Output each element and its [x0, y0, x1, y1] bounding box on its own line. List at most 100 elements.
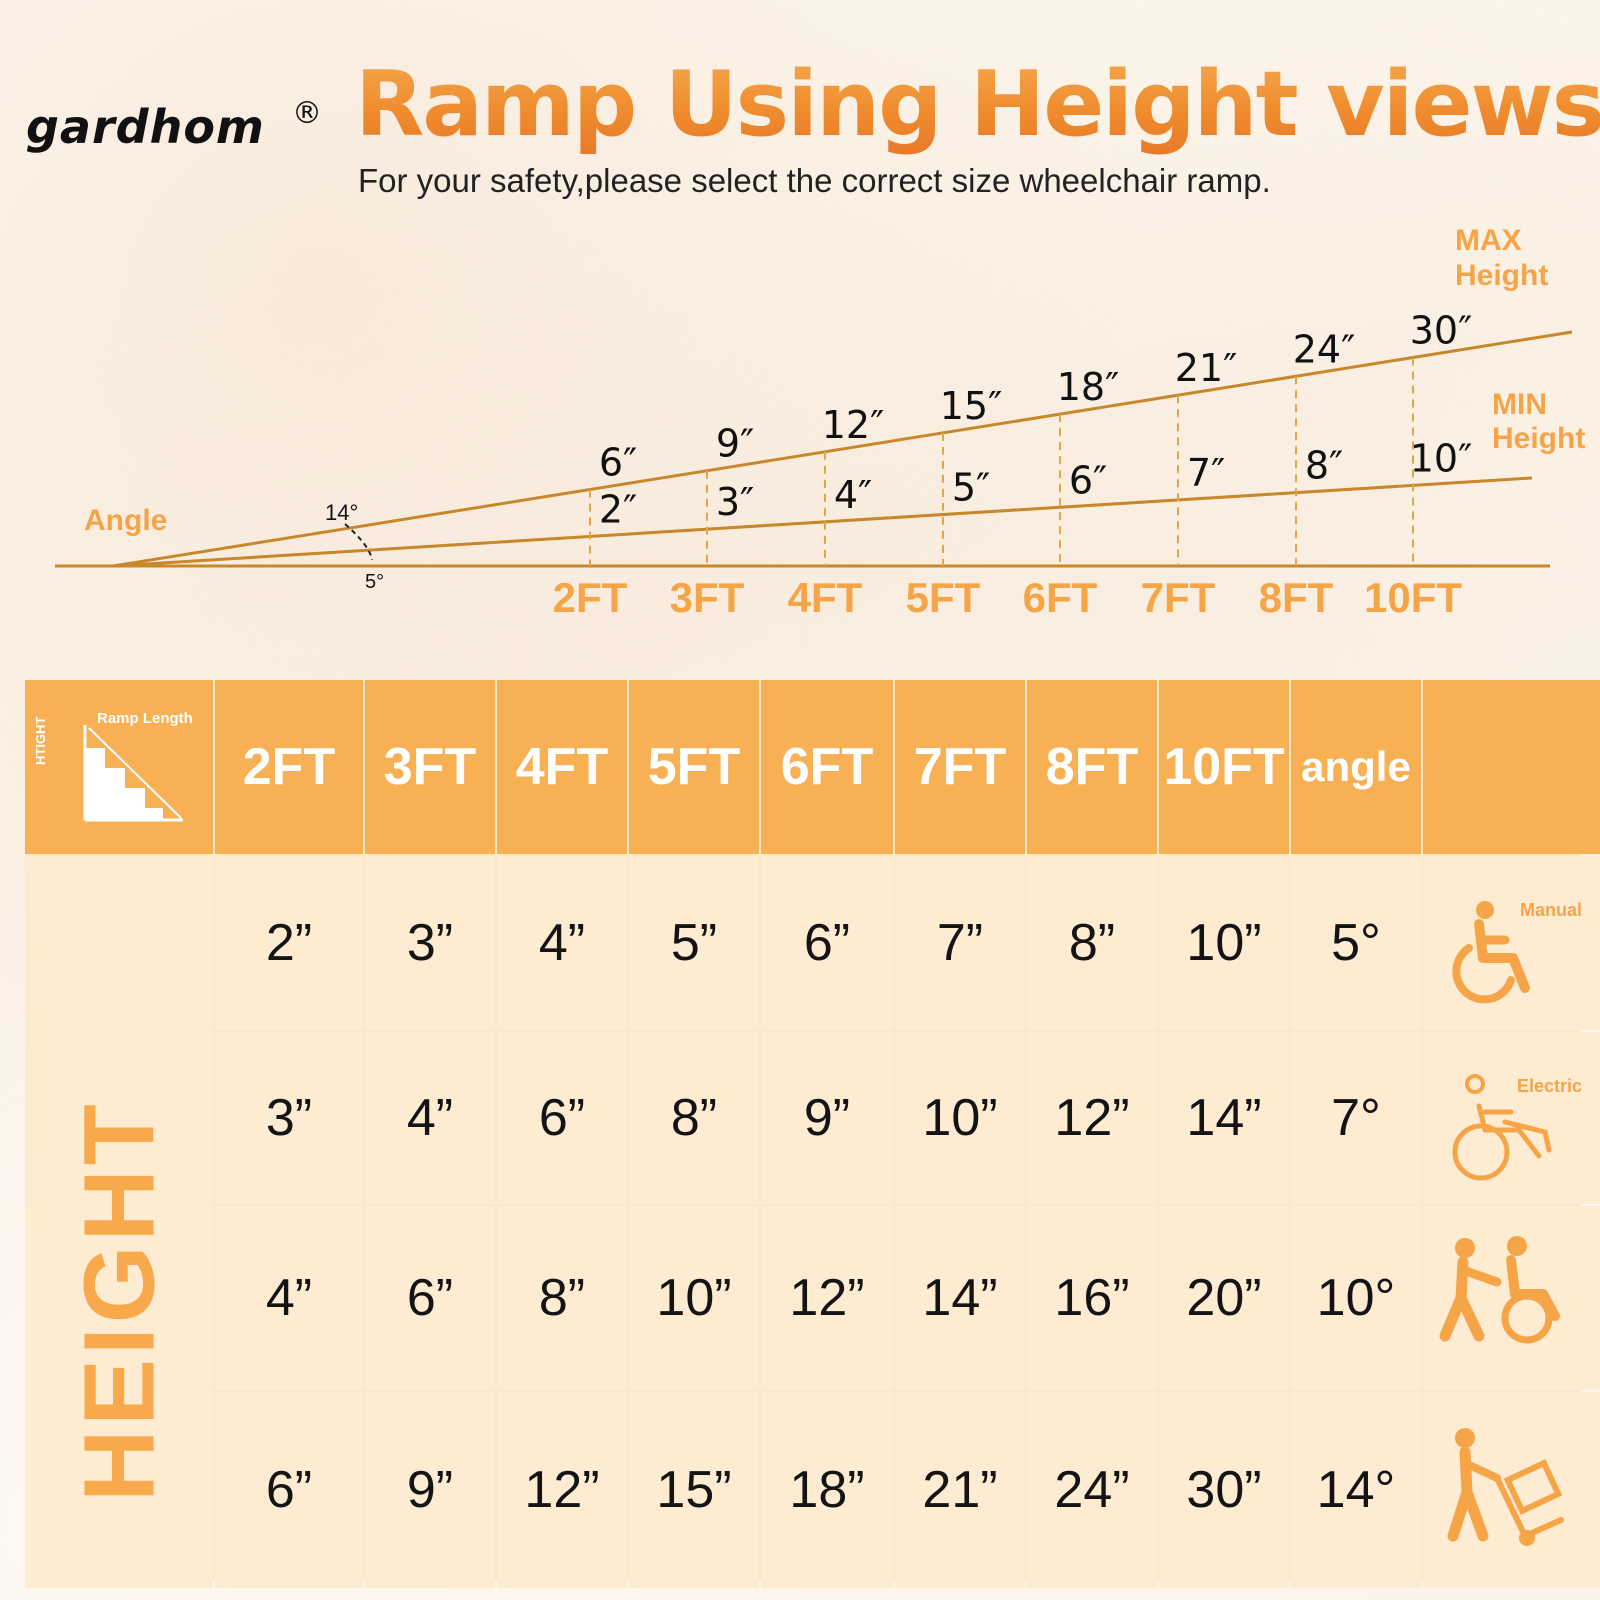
min-height-label: 4″: [834, 473, 872, 517]
table-cell: 10”: [1159, 856, 1289, 1030]
angle-min-label: 5°: [365, 571, 384, 593]
angle-cell: 14°: [1291, 1392, 1421, 1588]
table-cell: 4”: [215, 1206, 363, 1390]
table-cell: 24”: [1027, 1392, 1157, 1588]
brand-logo: gardhom: [26, 100, 265, 154]
table-cell: 12”: [497, 1392, 627, 1588]
table-cell: 30”: [1159, 1392, 1289, 1588]
angle-cell: 5°: [1291, 856, 1421, 1030]
electric-wheelchair-cell: Electric: [1423, 1032, 1600, 1204]
x-tick-label: 3FT: [670, 574, 745, 621]
max-height-label: 15″: [940, 384, 1003, 428]
height-side-label-cell: HEIGHT: [25, 856, 213, 1588]
electric-wheelchair-icon: [1452, 1074, 1552, 1181]
hand-truck-icon: [1447, 1428, 1564, 1546]
table-cell: 6”: [215, 1392, 363, 1588]
table-cell: 3”: [215, 1032, 363, 1204]
table-cell: 16”: [1027, 1206, 1157, 1390]
x-tick-label: 6FT: [1023, 574, 1098, 621]
page-subtitle: For your safety,please select the correc…: [358, 162, 1271, 199]
column-header-4ft: 4FT: [497, 680, 627, 854]
row-tag-electric: Electric: [1516, 1076, 1582, 1096]
table-cell: 15”: [629, 1392, 759, 1588]
max-height-label: 24″: [1293, 327, 1356, 371]
angle-cell: 10°: [1291, 1206, 1421, 1390]
max-label-line1: MAX: [1455, 224, 1522, 257]
table-cell: 8”: [497, 1206, 627, 1390]
angle-cell: 7°: [1291, 1032, 1421, 1204]
table-cell: 7”: [895, 856, 1025, 1030]
angle-arc: [344, 523, 373, 561]
column-header-3ft: 3FT: [365, 680, 495, 854]
x-tick-label: 5FT: [906, 574, 981, 621]
angle-max-label: 14°: [325, 500, 358, 525]
angle-title: Angle: [84, 504, 167, 537]
table-cell: 12”: [1027, 1032, 1157, 1204]
max-height-label: 9″: [716, 422, 754, 466]
table-cell: 3”: [365, 856, 495, 1030]
min-height-label: 8″: [1305, 444, 1343, 488]
table-cell: 4”: [497, 856, 627, 1030]
registered-mark: ®: [292, 96, 322, 131]
page-title: Ramp Using Height views: [355, 52, 1600, 157]
column-header-8ft: 8FT: [1027, 680, 1157, 854]
manual-wheelchair-cell: Manual: [1423, 856, 1600, 1030]
table-cell: 14”: [1159, 1032, 1289, 1204]
ramp-height-chart: 14°5°AngleMAXHeightMINHeight2FT6″2″3FT9″…: [55, 224, 1585, 621]
table-cell: 18”: [761, 1392, 893, 1588]
x-tick-label: 4FT: [788, 574, 863, 621]
table-cell: 10”: [629, 1206, 759, 1390]
column-header-7ft: 7FT: [895, 680, 1025, 854]
table-cell: 9”: [365, 1392, 495, 1588]
max-height-label: 12″: [822, 403, 885, 447]
ramp-size-table: Ramp Length HTIGHT 2FT 3FT 4FT 5FT 6FT 7…: [25, 680, 1600, 1588]
height-side-label: HEIGHT: [63, 1100, 176, 1502]
min-label-line2: Height: [1492, 422, 1585, 455]
table-cell: 8”: [1027, 856, 1157, 1030]
min-height-label: 3″: [716, 480, 754, 524]
table-cell: 6”: [497, 1032, 627, 1204]
max-height-label: 6″: [599, 440, 637, 484]
x-tick-label: 10FT: [1364, 574, 1462, 621]
max-height-label: 18″: [1057, 365, 1120, 409]
max-height-label: 21″: [1175, 346, 1238, 390]
table-cell: 6”: [761, 856, 893, 1030]
corner-height-label: HTIGHT: [33, 716, 48, 765]
assisted-wheelchair-icon: [1439, 1236, 1560, 1344]
column-header-5ft: 5FT: [629, 680, 759, 854]
min-height-label: 2″: [599, 487, 637, 531]
stairs-icon: [83, 725, 183, 822]
table-cell: 9”: [761, 1032, 893, 1204]
min-height-label: 7″: [1187, 451, 1225, 495]
column-header-6ft: 6FT: [761, 680, 893, 854]
table-cell: 6”: [365, 1206, 495, 1390]
table-cell: 8”: [629, 1032, 759, 1204]
min-height-label: 10″: [1410, 436, 1473, 480]
x-tick-label: 8FT: [1259, 574, 1334, 621]
hand-truck-cell: [1423, 1392, 1600, 1588]
ramp-length-label: Ramp Length: [97, 710, 193, 727]
assisted-wheelchair-cell: [1423, 1206, 1600, 1390]
table-cell: 10”: [895, 1032, 1025, 1204]
table-cell: 5”: [629, 856, 759, 1030]
x-tick-label: 2FT: [553, 574, 628, 621]
column-header-angle: angle: [1291, 680, 1421, 854]
manual-wheelchair-icon: [1452, 901, 1530, 1004]
table-cell: 4”: [365, 1032, 495, 1204]
column-header-2ft: 2FT: [215, 680, 363, 854]
x-tick-label: 7FT: [1141, 574, 1216, 621]
max-height-line: [112, 330, 1573, 568]
table-cell: 21”: [895, 1392, 1025, 1588]
table-cell: 20”: [1159, 1206, 1289, 1390]
table-cell: 12”: [761, 1206, 893, 1390]
column-header-type: [1423, 680, 1600, 854]
min-label-line1: MIN: [1492, 388, 1547, 421]
column-header-10ft: 10FT: [1159, 680, 1289, 854]
row-tag-manual: Manual: [1519, 900, 1582, 920]
min-height-label: 5″: [952, 466, 990, 510]
max-label-line2: Height: [1455, 259, 1548, 292]
table-corner: Ramp Length HTIGHT: [25, 680, 213, 854]
min-height-label: 6″: [1069, 458, 1107, 502]
table-cell: 2”: [215, 856, 363, 1030]
table-cell: 14”: [895, 1206, 1025, 1390]
